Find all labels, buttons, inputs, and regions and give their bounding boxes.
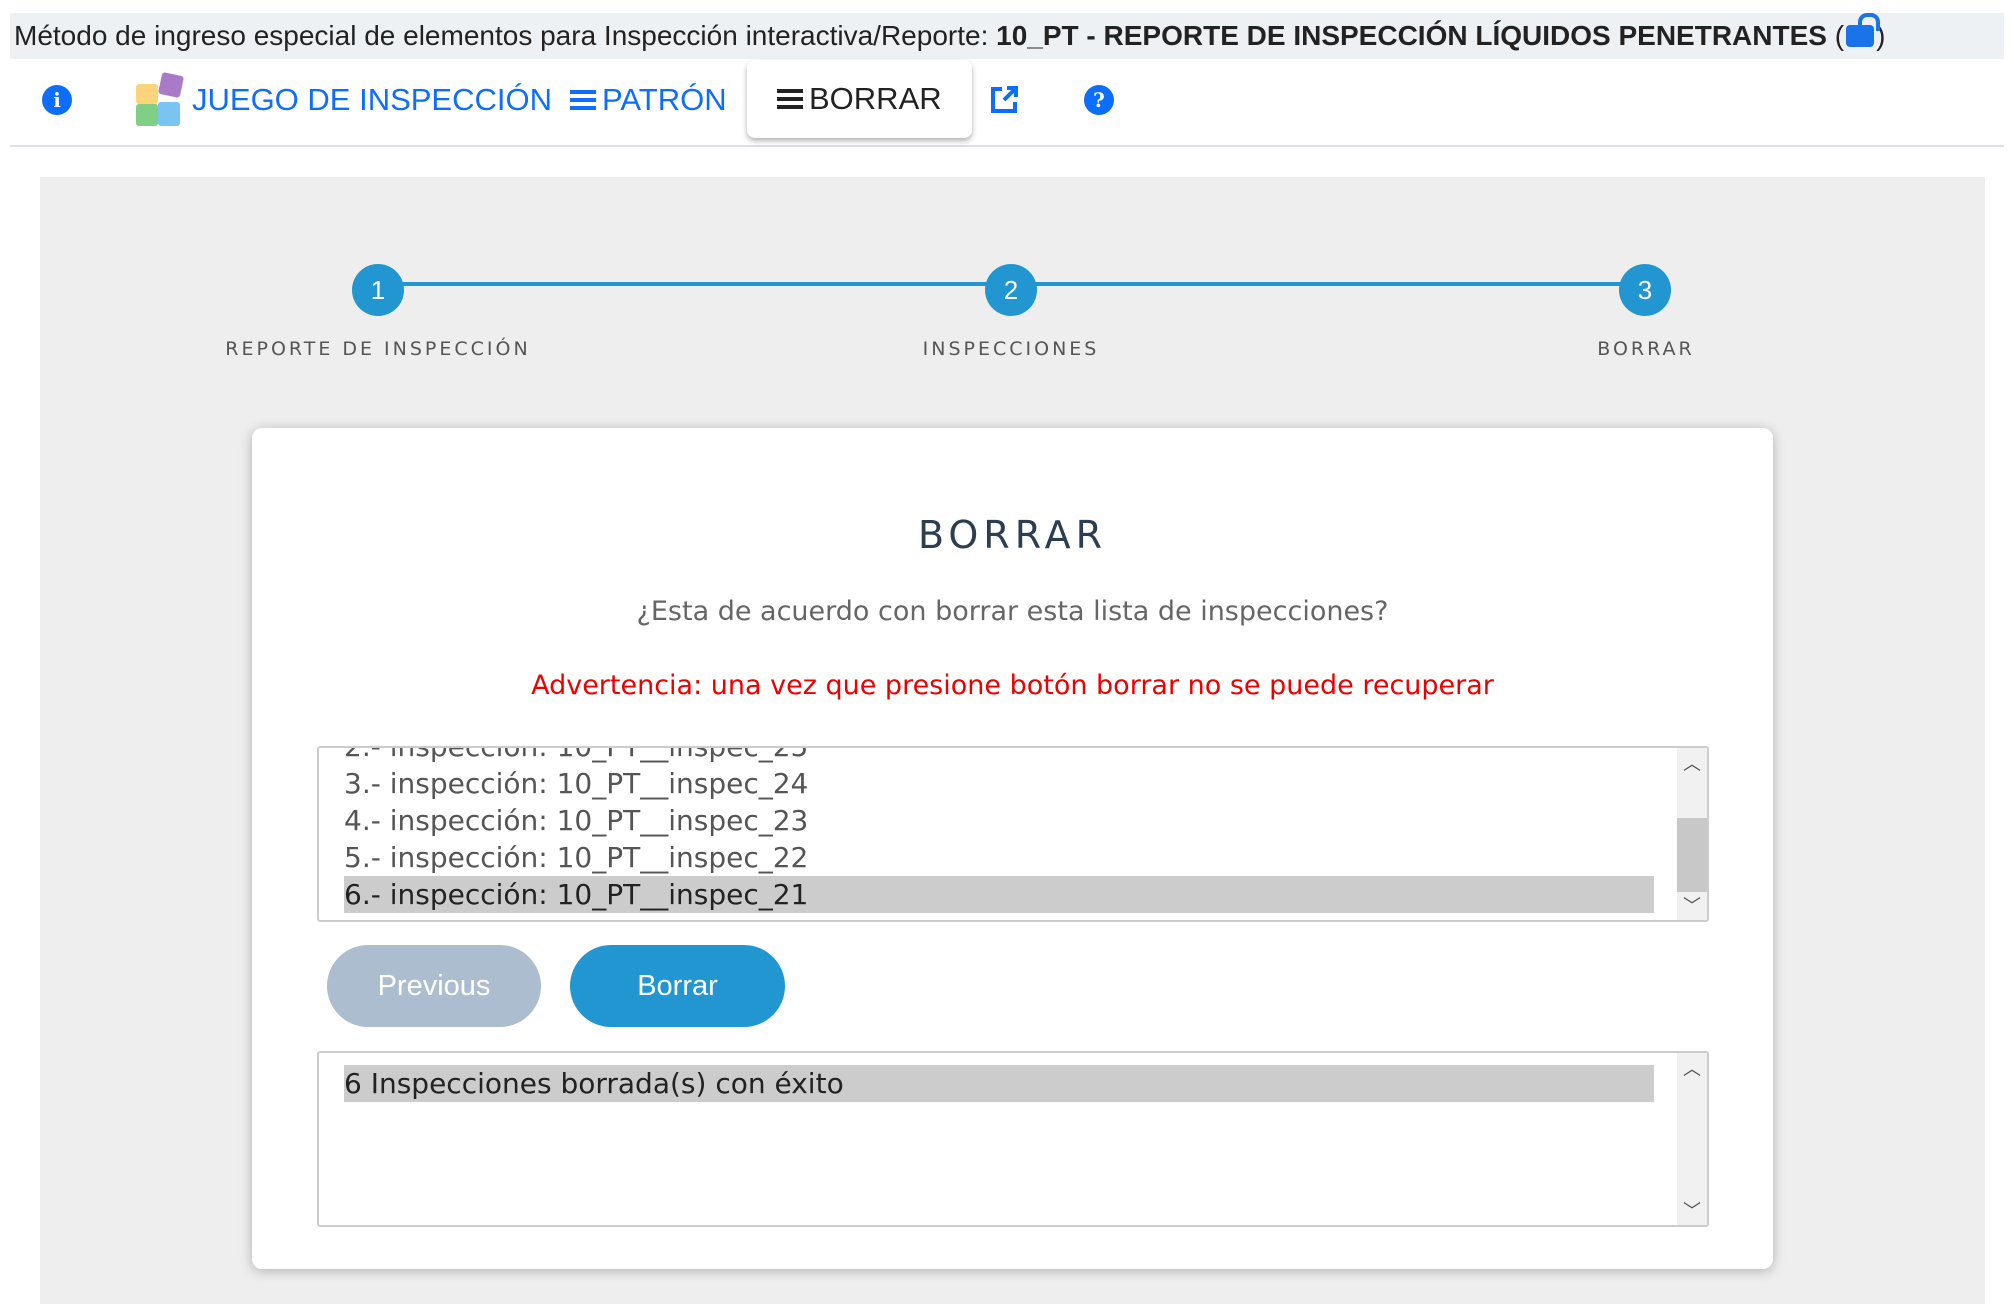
scroll-up-icon[interactable]: ︿ <box>1683 754 1701 775</box>
info-icon: i <box>42 85 72 115</box>
unlock-icon[interactable] <box>1846 13 1881 47</box>
result-scrollbar[interactable]: ︿ ﹀ <box>1677 1053 1707 1225</box>
warning-message: Advertencia: una vez que presione botón … <box>252 670 1773 701</box>
scroll-down-icon[interactable]: ﹀ <box>1683 1201 1701 1222</box>
warning-text: una vez que presione botón borrar no se … <box>702 670 1494 701</box>
paren-open: ( <box>1826 20 1845 51</box>
title-prefix: Método de ingreso especial de elementos … <box>14 20 997 51</box>
menu-icon <box>777 89 803 109</box>
paren-close: ) <box>1876 20 1886 51</box>
list-item[interactable]: 3.- inspección: 10_PT__inspec_24 <box>344 767 809 800</box>
result-list[interactable]: 6 Inspecciones borrada(s) con éxito ︿ ﹀ <box>317 1051 1709 1227</box>
list-item-selected[interactable]: 6.- inspección: 10_PT__inspec_21 <box>344 876 1654 913</box>
step-1-label: REPORTE DE INSPECCIÓN <box>225 338 531 360</box>
external-link-button[interactable] <box>988 60 1020 140</box>
borrar-tab[interactable]: BORRAR <box>747 60 972 138</box>
step-2[interactable]: 2 <box>985 264 1037 316</box>
step-3[interactable]: 3 <box>1619 264 1671 316</box>
step-1[interactable]: 1 <box>352 264 404 316</box>
card-heading: BORRAR <box>918 513 1107 557</box>
juego-label: JUEGO DE INSPECCIÓN <box>192 82 552 117</box>
patron-button[interactable]: PATRÓN <box>570 60 727 140</box>
borrar-label: BORRAR <box>809 81 942 116</box>
external-link-icon <box>991 86 1018 113</box>
help-button[interactable]: ? <box>1084 60 1114 140</box>
borrar-button[interactable]: Borrar <box>570 945 785 1027</box>
borrar-card: BORRAR ¿Esta de acuerdo con borrar esta … <box>252 428 1773 1269</box>
step-3-label: BORRAR <box>1597 338 1695 360</box>
puzzle-icon <box>136 72 184 126</box>
list-scrollbar[interactable]: ︿ ﹀ <box>1677 748 1707 920</box>
help-icon: ? <box>1084 85 1114 115</box>
window-title: Método de ingreso especial de elementos … <box>10 13 2004 59</box>
toolbar: i JUEGO DE INSPECCIÓN PATRÓN BORRAR ? <box>10 60 2004 147</box>
info-button[interactable]: i <box>42 60 72 140</box>
inspections-list[interactable]: 2.- inspección: 10_PT__inspec_25 3.- ins… <box>317 746 1709 922</box>
list-item[interactable]: 2.- inspección: 10_PT__inspec_25 <box>344 746 809 763</box>
scroll-thumb[interactable] <box>1677 818 1707 892</box>
list-item[interactable]: 4.- inspección: 10_PT__inspec_23 <box>344 804 809 837</box>
step-2-label: INSPECCIONES <box>922 338 1100 360</box>
confirm-question: ¿Esta de acuerdo con borrar esta lista d… <box>636 596 1389 627</box>
scroll-up-icon[interactable]: ︿ <box>1683 1059 1701 1080</box>
warning-label: Advertencia: <box>531 670 703 701</box>
juego-de-inspeccion-button[interactable]: JUEGO DE INSPECCIÓN <box>134 60 552 140</box>
scroll-down-icon[interactable]: ﹀ <box>1683 896 1701 917</box>
menu-icon <box>570 90 596 110</box>
patron-label: PATRÓN <box>602 82 727 117</box>
report-name: 10_PT - REPORTE DE INSPECCIÓN LÍQUIDOS P… <box>996 20 1827 51</box>
previous-button[interactable]: Previous <box>327 945 541 1027</box>
list-item[interactable]: 5.- inspección: 10_PT__inspec_22 <box>344 841 809 874</box>
result-item[interactable]: 6 Inspecciones borrada(s) con éxito <box>344 1065 1654 1102</box>
